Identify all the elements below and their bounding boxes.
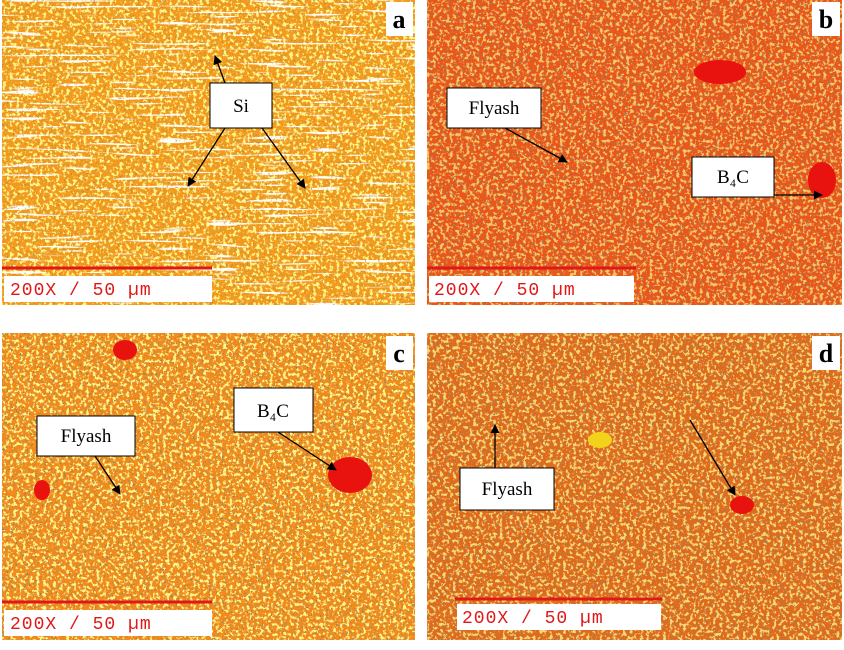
particle (808, 162, 836, 198)
label-box (446, 87, 542, 129)
scale-text: 200X / 50 µm (10, 615, 152, 635)
panel-d: d 200X / 50 µm Flyash (427, 333, 842, 640)
arrow (261, 127, 306, 189)
scale-box (429, 276, 634, 302)
texture (427, 0, 842, 305)
label-box (209, 82, 273, 129)
particle (730, 496, 754, 514)
panel-letter: a (393, 5, 406, 34)
panel-c: c 200X / 50 µm Flyash B₄C (2, 333, 415, 640)
label: Si (233, 96, 249, 117)
arrow (504, 127, 568, 163)
letter-box (386, 336, 413, 370)
panel-a: a 200X / 50 µm Si (2, 0, 415, 305)
arrow (187, 127, 226, 187)
particle (328, 457, 372, 493)
texture (2, 0, 415, 305)
letter-box (812, 336, 840, 370)
scale-box (457, 604, 661, 630)
label: B₄C (257, 401, 289, 422)
letter-box (386, 2, 413, 36)
scale-text: 200X / 50 µm (434, 281, 576, 301)
label: Flyash (61, 426, 112, 447)
panel-letter: d (819, 339, 834, 368)
label-box (691, 156, 775, 198)
label-box (459, 467, 555, 511)
particle (694, 60, 746, 84)
scale-text: 200X / 50 µm (462, 609, 604, 629)
panel-letter: b (819, 5, 833, 34)
panel-letter: c (393, 339, 405, 368)
label-box (36, 415, 136, 457)
label: Flyash (469, 98, 520, 119)
particle (588, 432, 612, 448)
panel-b: b 200X / 50 µm Flyash B₄C (427, 0, 842, 305)
arrow (689, 419, 736, 496)
letter-box (812, 2, 840, 36)
arrow (277, 431, 337, 471)
label: Flyash (482, 479, 533, 500)
scale-box (4, 276, 212, 302)
arrow (94, 455, 121, 495)
particle (113, 340, 137, 360)
label: B₄C (717, 167, 749, 188)
scale-text: 200X / 50 µm (10, 281, 152, 301)
arrow (213, 55, 226, 84)
label-box (233, 387, 314, 433)
scale-box (4, 610, 212, 636)
particle (34, 480, 50, 500)
